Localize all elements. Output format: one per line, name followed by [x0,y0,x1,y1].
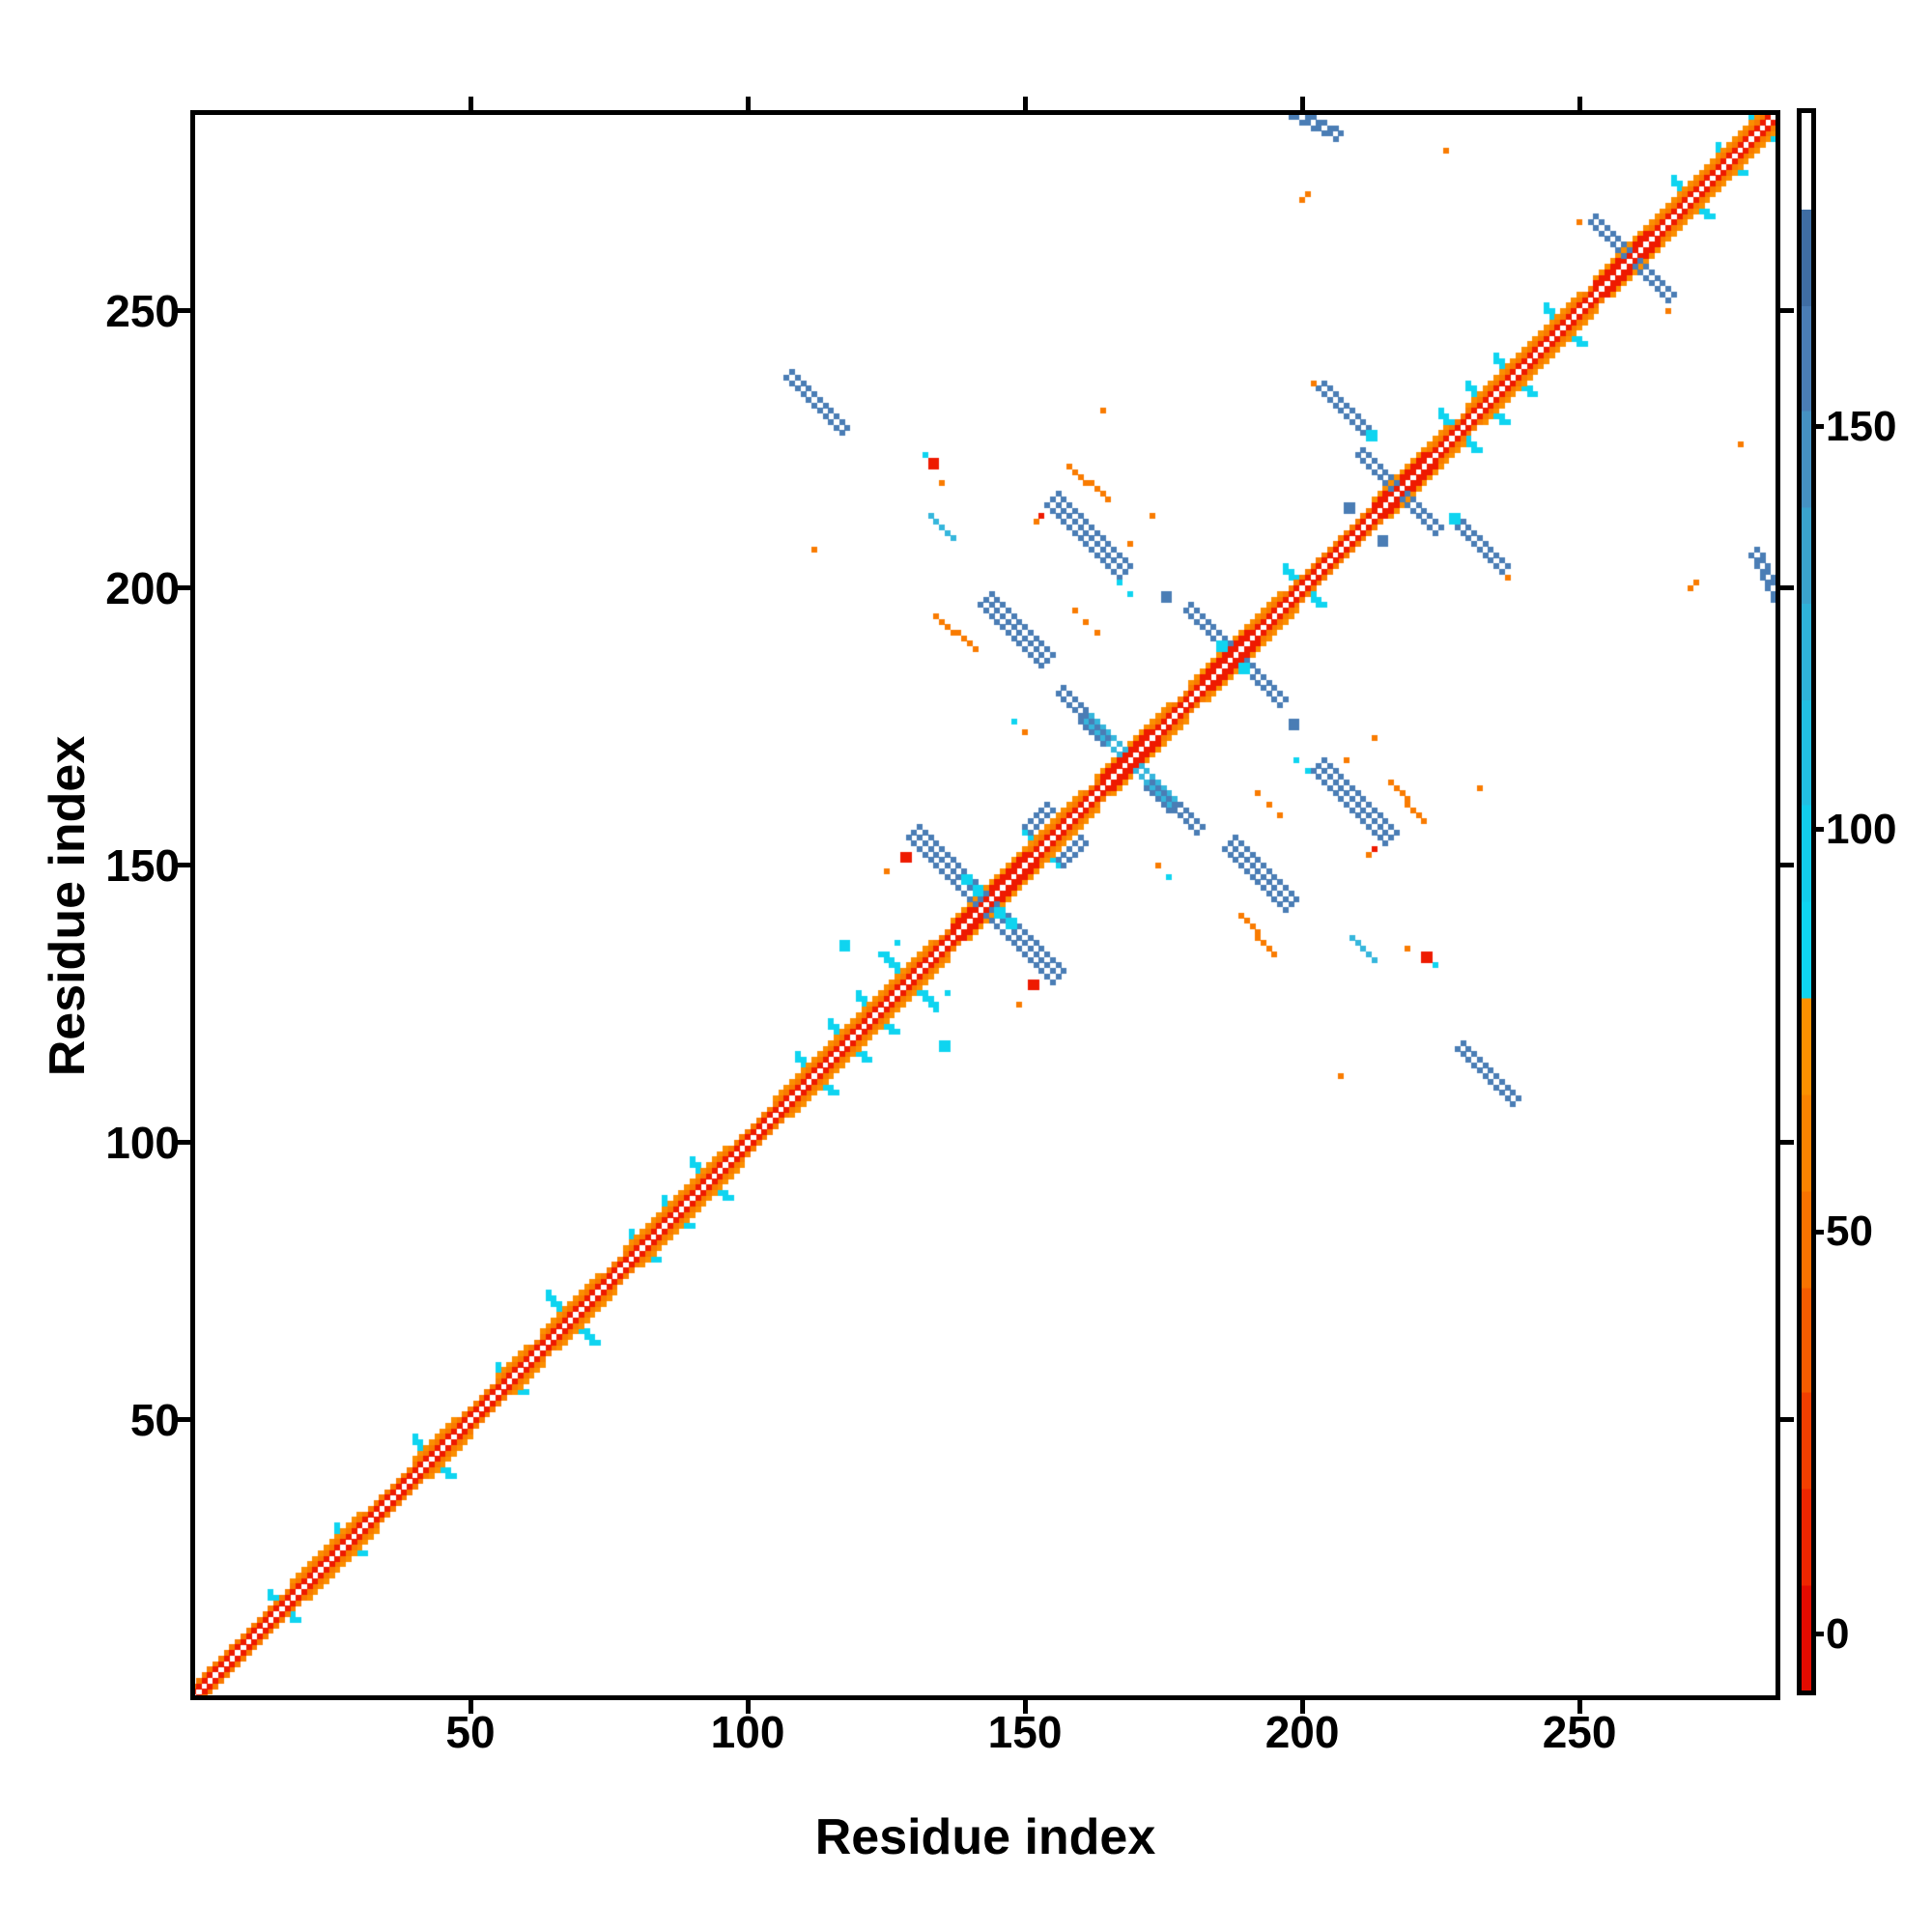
axis-tick [1577,97,1582,110]
y-tick-label: 250 [105,285,180,336]
y-tick-label: 150 [105,839,180,891]
colorbar [1797,108,1816,1695]
axis-tick [177,863,190,868]
colorbar-tick [1814,827,1824,832]
axis-tick [745,1700,751,1714]
axis-tick [177,308,190,314]
axis-tick [1780,1140,1794,1146]
colorbar-tick [1814,424,1824,430]
axis-tick [468,97,473,110]
x-tick-label: 150 [987,1707,1063,1757]
axis-tick [1299,97,1305,110]
y-axis-title: Residue index [40,735,96,1077]
colorbar-tick-label: 150 [1826,402,1897,450]
axis-tick [1780,863,1794,868]
colorbar-tick-label: 0 [1826,1609,1850,1658]
axis-tick [1780,308,1794,314]
axis-tick [177,585,190,591]
axis-tick [177,1417,190,1423]
x-axis-title: Residue index [814,1809,1156,1865]
colorbar-tick [1814,1229,1824,1235]
colorbar-tick-label: 100 [1826,805,1897,853]
x-tick-label: 50 [445,1707,496,1757]
axis-tick [1022,1700,1028,1714]
axis-tick [177,1140,190,1146]
colorbar-gradient [1802,113,1811,1690]
y-tick-label: 100 [105,1117,180,1168]
axis-tick [468,1700,473,1714]
axis-tick [1780,1417,1794,1423]
x-tick-label: 200 [1264,1707,1340,1757]
x-tick-label: 250 [1542,1707,1617,1757]
axis-tick [745,97,751,110]
axis-tick [1299,1700,1305,1714]
axis-tick [1577,1700,1582,1714]
plot-area [190,110,1780,1700]
axis-tick [1022,97,1028,110]
colorbar-tick-label: 50 [1826,1208,1873,1256]
x-tick-label: 100 [710,1707,785,1757]
contact-map-canvas [195,115,1776,1695]
axis-tick [1780,585,1794,591]
y-tick-label: 200 [105,562,180,613]
colorbar-tick [1814,1632,1824,1637]
y-tick-label: 50 [129,1394,180,1445]
